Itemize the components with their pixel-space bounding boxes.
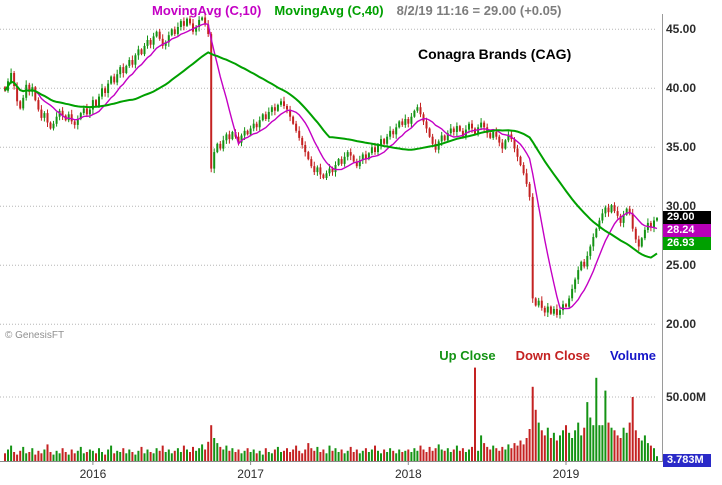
legend-up-close: Up Close: [439, 348, 496, 363]
y-axis-line: [662, 14, 663, 462]
y-axis-label: 25.00: [666, 258, 697, 273]
ma10-legend-label: MovingAvg (C,10): [152, 3, 262, 18]
x-axis-label: 2017: [237, 467, 264, 481]
price-chart-svg[interactable]: [0, 14, 662, 348]
volume-chart-svg[interactable]: [0, 351, 662, 466]
x-axis-label: 2019: [552, 467, 580, 481]
chart-title: Conagra Brands (CAG): [418, 46, 572, 62]
ma40-line: [4, 51, 658, 259]
ma40-legend-label: MovingAvg (C,40): [274, 3, 384, 18]
price-badge-ma40: 26.93: [663, 237, 711, 250]
volume-bars: [4, 367, 658, 461]
volume-axis-label: 50.00M: [666, 390, 707, 404]
price-gridlines: [0, 28, 656, 325]
price-badge-ma10: 28.24: [663, 224, 711, 237]
y-axis-label: 35.00: [666, 140, 697, 155]
volume-badge: 3.783M: [663, 454, 711, 467]
legend-volume: Volume: [610, 348, 656, 363]
price-badge-last: 29.00: [663, 211, 711, 224]
y-axis-label: 30.00: [666, 199, 697, 214]
x-axis-line: [0, 461, 662, 465]
y-axis-label: 20.00: [666, 317, 697, 332]
quote-text: 8/2/19 11:16 = 29.00 (+0.05): [396, 3, 562, 18]
volume-legend: Up Close Down Close Volume: [0, 348, 656, 363]
x-axis-label: 2018: [394, 467, 422, 481]
ma10-line: [4, 22, 658, 310]
y-axis-label: 40.00: [666, 81, 697, 96]
y-axis-label: 45.00: [666, 22, 697, 37]
chart-header: MovingAvg (C,10) MovingAvg (C,40) 8/2/19…: [152, 3, 561, 18]
copyright-watermark: © GenesisFT: [5, 330, 65, 341]
legend-down-close: Down Close: [515, 348, 590, 363]
x-axis-label: 2016: [79, 467, 107, 481]
